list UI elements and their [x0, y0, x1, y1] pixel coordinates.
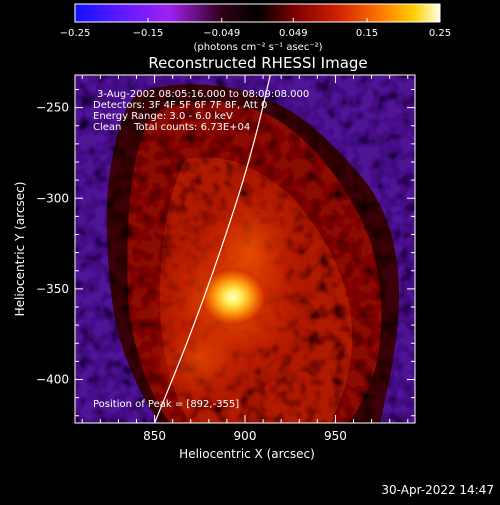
y-axis: −250 −300 −350 −400	[36, 89, 415, 417]
annotation-detectors: Detectors: 3F 4F 5F 6F 7F 8F, Att 0	[93, 100, 267, 111]
colorbar-tick-label: −0.049	[203, 28, 240, 39]
y-tick-label: −400	[36, 373, 69, 387]
heatmap-image	[75, 75, 415, 423]
x-tick-label: 950	[324, 429, 347, 443]
peak-position-label: Position of Peak = [892,-355]	[93, 399, 239, 410]
colorbar: −0.25 −0.15 −0.049 0.049 0.15 0.25 (photons c…	[60, 3, 451, 53]
colorbar-units-label: (photons cm⁻² s⁻¹ asec⁻²)	[193, 42, 322, 53]
annotation-energy-range: Energy Range: 3.0 - 6.0 keV	[93, 111, 233, 122]
annotation-time-range: 3-Aug-2002 08:05:16.000 to 08:09:08.000	[97, 89, 309, 100]
footer-timestamp: 30-Apr-2022 14:47	[381, 483, 494, 497]
colorbar-gradient	[74, 3, 441, 23]
annotation-clean-counts: Clean Total counts: 6.73E+04	[93, 122, 250, 133]
y-axis-label: Heliocentric Y (arcsec)	[13, 182, 27, 317]
colorbar-tick-label: 0.049	[279, 28, 308, 39]
x-axis: 850 900 950	[81, 75, 409, 443]
colorbar-tick-label: −0.15	[133, 28, 164, 39]
x-tick-label: 900	[234, 429, 257, 443]
y-tick-label: −300	[36, 191, 69, 205]
y-tick-label: −250	[36, 101, 69, 115]
colorbar-tick-label: 0.25	[429, 28, 451, 39]
colorbar-tick-label: 0.15	[356, 28, 378, 39]
solar-limb-curve	[154, 75, 271, 423]
x-tick-label: 850	[143, 429, 166, 443]
annotation-block: 3-Aug-2002 08:05:16.000 to 08:09:08.000 …	[93, 89, 309, 133]
x-axis-label: Heliocentric X (arcsec)	[179, 447, 315, 461]
colorbar-tick-label: −0.25	[60, 28, 91, 39]
chart-title: Reconstructed RHESSI Image	[148, 54, 367, 72]
y-tick-label: −350	[36, 282, 69, 296]
peak-core	[199, 267, 267, 327]
colorbar-ticks: −0.25 −0.15 −0.049 0.049 0.15 0.25	[60, 18, 451, 39]
